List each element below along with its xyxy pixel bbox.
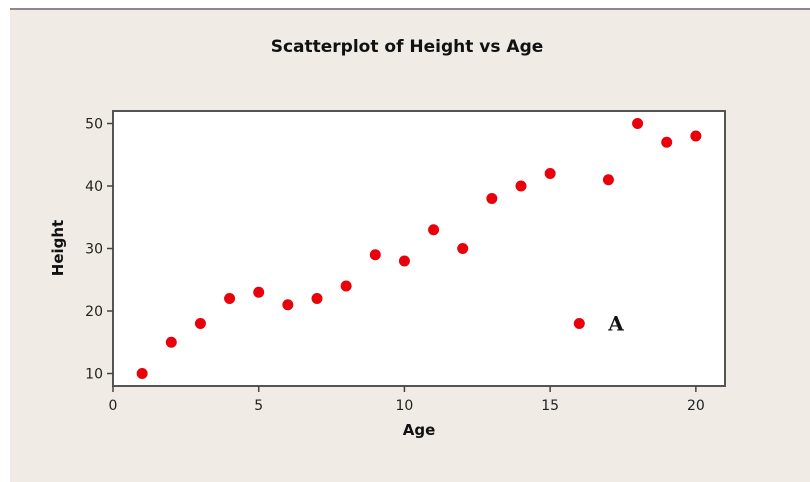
- y-axis-label: Height: [49, 220, 67, 276]
- data-point: [398, 255, 410, 267]
- data-point: [602, 174, 614, 186]
- y-tick-label: 20: [85, 304, 103, 320]
- data-point: [311, 293, 323, 304]
- x-axis: 0 5 10 15 20: [109, 386, 705, 414]
- y-axis: 10 20 30 40 50: [85, 117, 113, 383]
- chart-title: Scatterplot of Height vs Age: [271, 37, 544, 57]
- annotations: A: [607, 312, 624, 336]
- x-tick-label: 0: [109, 398, 118, 414]
- y-tick-label: 10: [85, 367, 103, 383]
- top-border-line: [10, 8, 810, 10]
- data-point: [661, 136, 673, 148]
- data-point: [369, 249, 381, 261]
- data-point: [486, 193, 498, 204]
- data-point: [515, 180, 527, 192]
- y-tick-label: 50: [85, 117, 103, 133]
- data-point: [340, 280, 352, 292]
- data-point: [165, 336, 177, 348]
- data-point: [428, 224, 440, 236]
- data-point: [544, 168, 556, 179]
- x-tick-label: 15: [541, 398, 559, 414]
- data-point: [136, 368, 148, 379]
- data-point: [282, 299, 294, 311]
- data-point: [253, 286, 265, 298]
- data-point: [457, 243, 469, 254]
- data-point: [573, 318, 585, 329]
- x-tick-label: 5: [254, 398, 263, 414]
- data-point: [632, 118, 644, 129]
- data-point: [194, 318, 206, 329]
- data-point: [690, 130, 702, 142]
- y-tick-label: 30: [85, 242, 103, 258]
- data-point: [224, 293, 236, 304]
- x-axis-label: Age: [403, 421, 436, 439]
- y-tick-label: 40: [85, 179, 103, 195]
- x-tick-label: 20: [687, 398, 705, 414]
- point-annotation-label: A: [607, 312, 624, 336]
- data-points: [136, 118, 702, 379]
- x-tick-label: 10: [396, 398, 414, 414]
- plot-area: [112, 110, 726, 387]
